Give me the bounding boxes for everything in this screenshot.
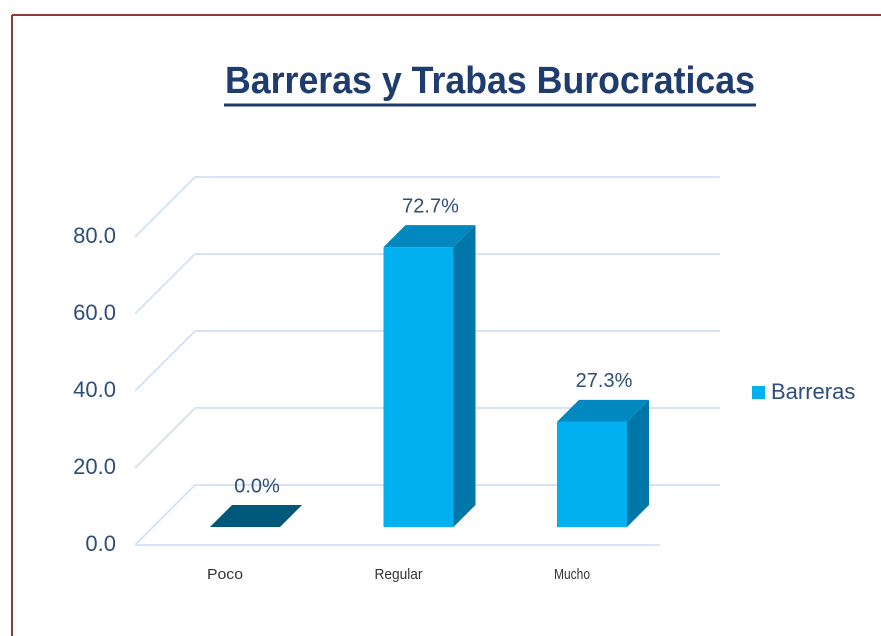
y-tick-label: 40.0 xyxy=(73,377,116,402)
bar-front xyxy=(557,421,627,527)
y-tick-label: 80.0 xyxy=(73,223,116,248)
y-tick-label: 60.0 xyxy=(73,300,116,325)
data-label: 0.0% xyxy=(234,475,280,497)
grid-line xyxy=(134,484,720,546)
bar-front xyxy=(383,247,454,528)
legend-swatch xyxy=(752,386,765,399)
bar-top xyxy=(557,399,649,422)
grid-line xyxy=(134,330,720,392)
y-tick-label: 20.0 xyxy=(73,454,116,479)
legend-label: Barreras xyxy=(771,379,855,404)
x-tick-label: Mucho xyxy=(554,566,590,583)
grid-line xyxy=(134,253,720,315)
grid-line xyxy=(134,407,720,469)
bar-side xyxy=(453,225,476,528)
chart-title: Barreras y Trabas Burocraticas xyxy=(225,60,755,102)
y-tick-label: 0.0 xyxy=(85,531,116,556)
x-tick-label: Regular xyxy=(375,566,423,583)
bar-top xyxy=(383,225,476,248)
data-label: 27.3% xyxy=(576,370,633,392)
bar-side xyxy=(627,399,649,527)
x-tick-label: Poco xyxy=(207,566,243,583)
bar-top xyxy=(210,505,302,527)
grid-line xyxy=(134,176,720,238)
data-label: 72.7% xyxy=(402,195,459,217)
